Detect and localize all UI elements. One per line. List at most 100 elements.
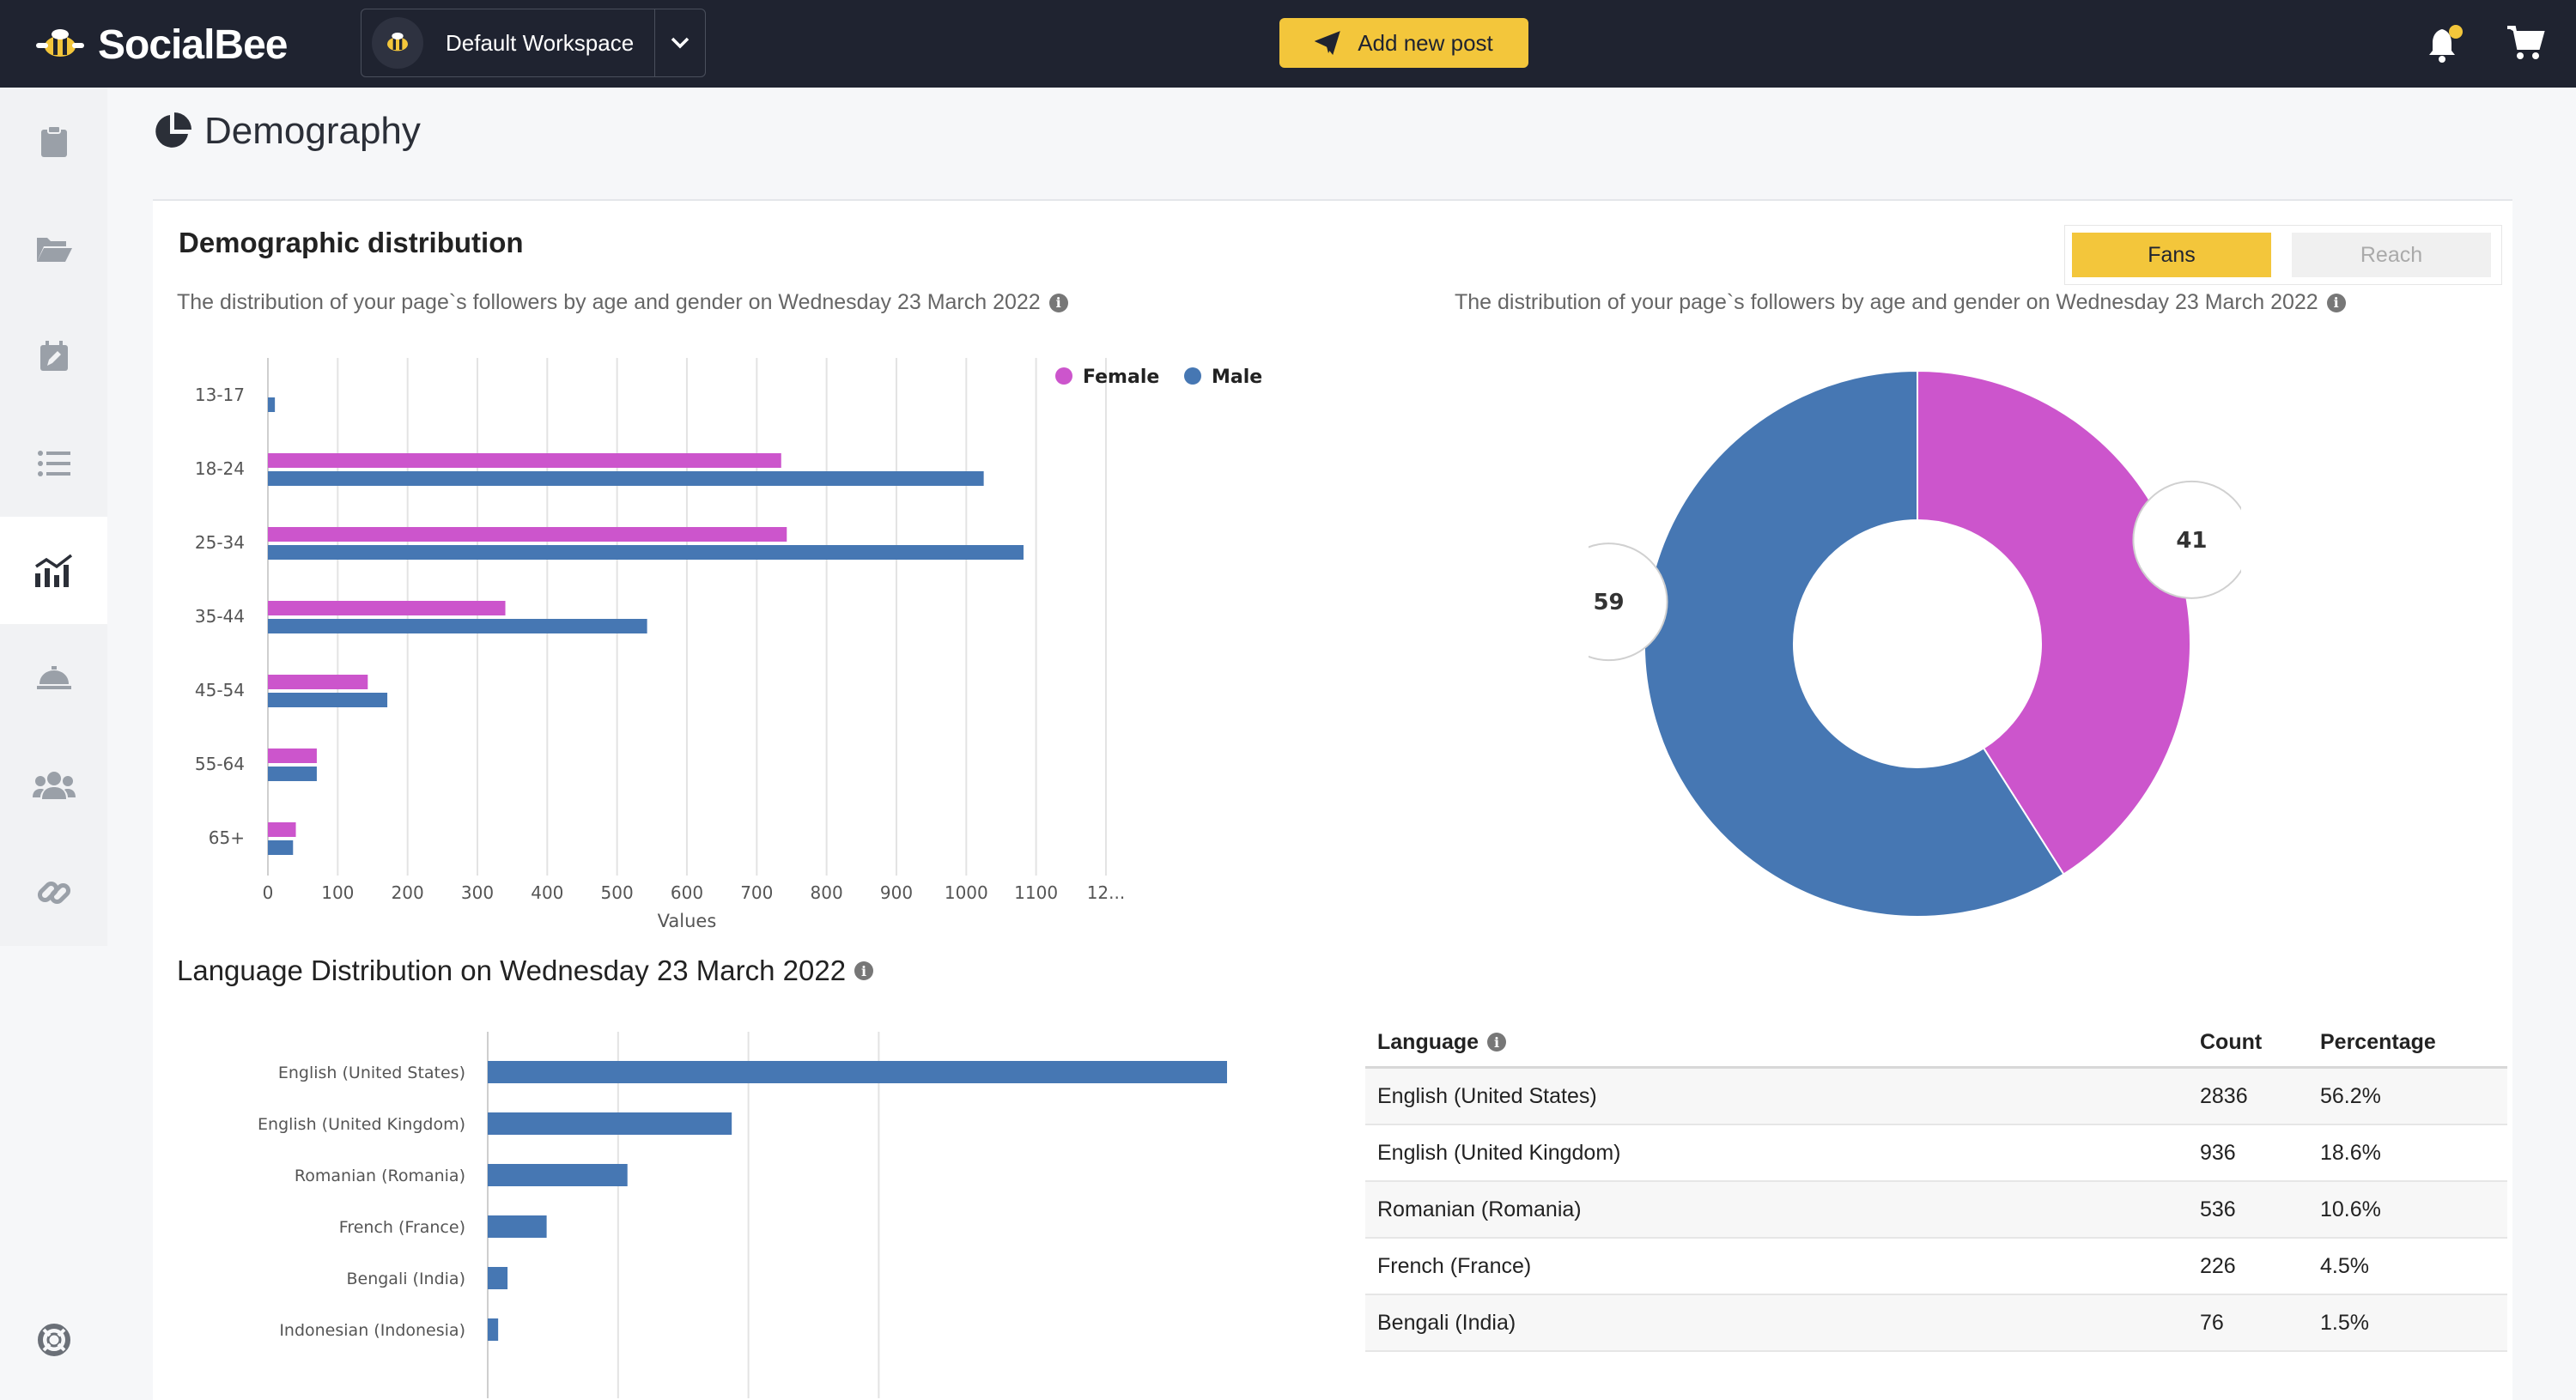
cell-count: 2836 bbox=[2200, 1083, 2248, 1108]
header-language[interactable]: Language i bbox=[1365, 1030, 2200, 1055]
cell-count: 536 bbox=[2200, 1197, 2236, 1221]
fans-reach-toggle: Fans Reach bbox=[2064, 225, 2502, 285]
folder-open-icon bbox=[36, 237, 72, 262]
language-bar bbox=[488, 1164, 628, 1186]
header-count[interactable]: Count bbox=[2200, 1029, 2263, 1054]
help-button[interactable] bbox=[0, 1286, 107, 1393]
y-tick-label: Bengali (India) bbox=[346, 1270, 465, 1288]
cell-language: French (France) bbox=[1377, 1253, 1532, 1278]
sidebar-item-analytics[interactable] bbox=[0, 517, 107, 624]
female-bar bbox=[268, 675, 368, 689]
gender-donut-chart: 41 59 bbox=[1589, 369, 2241, 918]
y-tick-label: Indonesian (Indonesia) bbox=[279, 1321, 465, 1340]
data-label-bubble bbox=[1589, 542, 1668, 662]
sidebar-menu bbox=[0, 88, 107, 946]
table-row: English (United States) 2836 56.2% bbox=[1365, 1069, 2507, 1125]
list-icon bbox=[37, 450, 70, 476]
language-bar bbox=[488, 1318, 499, 1341]
language-title: Language Distribution on Wednesday 23 Ma… bbox=[177, 955, 874, 987]
male-bar bbox=[268, 840, 294, 855]
x-tick-label: 400 bbox=[531, 882, 563, 903]
y-tick-label: French (France) bbox=[339, 1218, 465, 1237]
male-bar bbox=[268, 397, 276, 412]
male-bar bbox=[268, 693, 388, 707]
x-tick-label: 500 bbox=[601, 882, 634, 903]
sidebar-item-queue[interactable] bbox=[0, 409, 107, 517]
sidebar-item-categories[interactable] bbox=[0, 195, 107, 302]
demographic-title: Demographic distribution bbox=[179, 227, 524, 258]
x-tick-label: 1000 bbox=[945, 882, 988, 903]
x-tick-label: 700 bbox=[740, 882, 773, 903]
female-bar bbox=[268, 527, 787, 542]
table-row: Bengali (India) 76 1.5% bbox=[1365, 1295, 2507, 1352]
subtitle-text: The distribution of your page`s follower… bbox=[177, 290, 1041, 314]
y-tick-label: 35-44 bbox=[195, 606, 245, 627]
female-bar bbox=[268, 601, 506, 615]
info-icon[interactable]: i bbox=[1048, 293, 1068, 312]
sidebar-item-services[interactable] bbox=[0, 624, 107, 731]
header-language-label: Language bbox=[1377, 1029, 1479, 1054]
sidebar-item-schedule[interactable] bbox=[0, 302, 107, 409]
language-bar bbox=[488, 1112, 732, 1135]
data-label: 59 bbox=[1593, 590, 1624, 615]
pie-chart-icon bbox=[155, 112, 191, 148]
workspace-selector[interactable]: Default Workspace bbox=[361, 9, 706, 77]
female-bar bbox=[268, 748, 317, 763]
clipboard-icon bbox=[40, 124, 67, 157]
table-header: Language i Count Percentage bbox=[1365, 1018, 2507, 1069]
y-tick-label: 13-17 bbox=[195, 385, 245, 405]
legend-female-label: Female bbox=[1083, 367, 1159, 388]
cell-percentage: 10.6% bbox=[2320, 1197, 2381, 1221]
x-tick-label: 200 bbox=[392, 882, 424, 903]
y-tick-label: Romanian (Romania) bbox=[295, 1167, 465, 1185]
reach-toggle-button[interactable]: Reach bbox=[2292, 233, 2491, 277]
data-label: 41 bbox=[2176, 528, 2207, 554]
y-tick-label: English (United Kingdom) bbox=[258, 1115, 465, 1134]
cell-count: 936 bbox=[2200, 1140, 2236, 1165]
y-tick-label: 55-64 bbox=[195, 754, 245, 774]
sidebar-item-team[interactable] bbox=[0, 731, 107, 839]
age-gender-bar-chart: 0 100 200 300 400 500 600 700 800 900 1000 1100 12..… bbox=[195, 358, 1262, 931]
sidebar-item-integrations[interactable] bbox=[0, 839, 107, 946]
y-tick-label: English (United States) bbox=[278, 1064, 465, 1082]
workspace-dropdown-button[interactable] bbox=[654, 9, 705, 76]
subtitle-text: The distribution of your page`s follower… bbox=[1455, 290, 2318, 314]
top-bar: SocialBee Default Workspace Add new post bbox=[0, 0, 2576, 88]
cell-percentage: 1.5% bbox=[2320, 1310, 2369, 1335]
x-tick-label: 100 bbox=[321, 882, 354, 903]
sidebar-item-content[interactable] bbox=[0, 88, 107, 195]
language-table: Language i Count Percentage English (Uni… bbox=[1365, 1018, 2507, 1352]
notifications-button[interactable] bbox=[2427, 24, 2464, 64]
male-bar bbox=[268, 471, 984, 486]
header-percentage[interactable]: Percentage bbox=[2320, 1029, 2436, 1054]
language-title-text: Language Distribution on Wednesday 23 Ma… bbox=[177, 955, 847, 986]
demographic-subtitle-left: The distribution of your page`s follower… bbox=[177, 290, 1068, 315]
info-icon[interactable]: i bbox=[2326, 293, 2346, 312]
cart-button[interactable] bbox=[2506, 24, 2545, 62]
legend-male-marker bbox=[1184, 367, 1201, 385]
info-icon[interactable]: i bbox=[854, 961, 874, 980]
calendar-edit-icon bbox=[39, 340, 68, 371]
language-bar-chart: English (United States) English (United K… bbox=[258, 1032, 1228, 1398]
cell-language: English (United Kingdom) bbox=[1377, 1140, 1621, 1165]
cell-language: Bengali (India) bbox=[1377, 1310, 1516, 1335]
paper-plane-icon bbox=[1315, 31, 1341, 55]
language-bar bbox=[488, 1267, 508, 1289]
demographic-subtitle-right: The distribution of your page`s follower… bbox=[1455, 290, 2346, 315]
y-tick-label: 25-34 bbox=[195, 532, 245, 553]
data-label-bubble bbox=[2132, 480, 2241, 599]
x-tick-label: 300 bbox=[461, 882, 494, 903]
logo[interactable]: SocialBee bbox=[34, 19, 288, 70]
language-bar bbox=[488, 1061, 1228, 1083]
y-tick-label: 65+ bbox=[209, 827, 245, 848]
cell-percentage: 4.5% bbox=[2320, 1253, 2369, 1278]
x-tick-label: 0 bbox=[263, 882, 274, 903]
add-new-post-button[interactable]: Add new post bbox=[1279, 18, 1528, 68]
page-title: Demography bbox=[153, 110, 421, 153]
x-axis-label: Values bbox=[658, 911, 717, 931]
workspace-avatar bbox=[372, 17, 423, 69]
x-tick-label: 600 bbox=[671, 882, 703, 903]
table-row: English (United Kingdom) 936 18.6% bbox=[1365, 1125, 2507, 1182]
info-icon[interactable]: i bbox=[1487, 1033, 1507, 1052]
fans-toggle-button[interactable]: Fans bbox=[2072, 233, 2271, 277]
